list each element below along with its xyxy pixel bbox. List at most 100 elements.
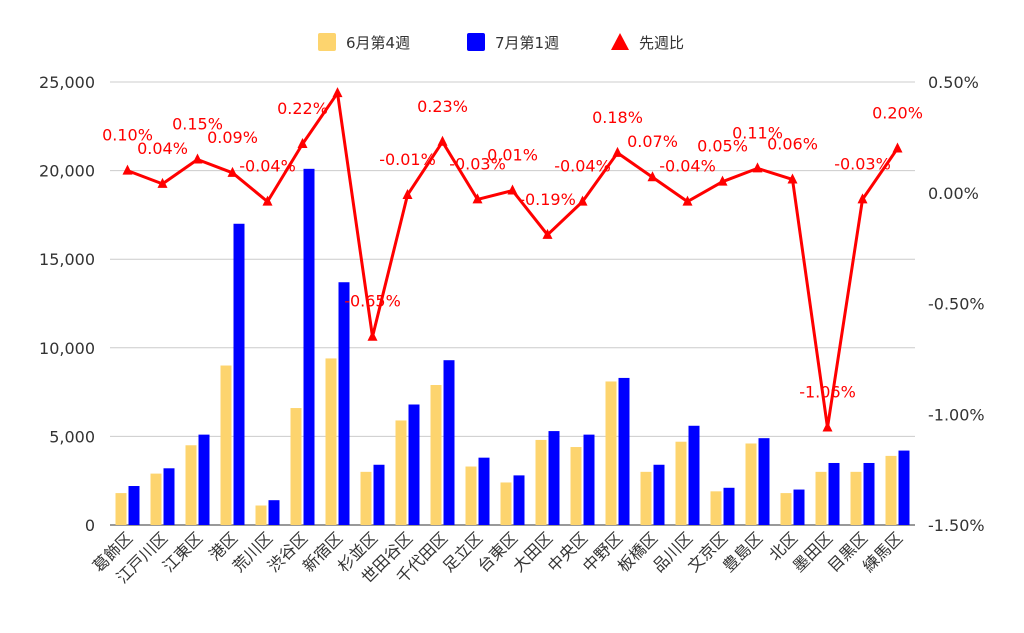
bar-7w1 xyxy=(863,462,875,525)
ratio-point xyxy=(472,193,483,204)
bar-6w4 xyxy=(570,447,582,525)
ratio-data-label: -0.04% xyxy=(554,157,611,176)
bar-6w4 xyxy=(465,466,477,525)
ratio-point xyxy=(192,153,203,164)
bar-6w4 xyxy=(745,443,757,525)
ratio-data-label: -0.01% xyxy=(379,150,436,169)
legend-label: 6月第4週 xyxy=(346,34,410,52)
y-left-tick-label: 10,000 xyxy=(39,339,95,358)
bar-7w1 xyxy=(688,425,700,525)
y-left-tick-label: 5,000 xyxy=(49,427,95,446)
ratio-point xyxy=(857,193,868,204)
ratio-point xyxy=(682,195,693,206)
ratio-point xyxy=(612,146,623,157)
bar-7w1 xyxy=(303,168,315,525)
bars xyxy=(115,168,910,525)
bar-7w1 xyxy=(408,404,420,525)
legend-item: 6月第4週 xyxy=(318,33,410,52)
ratio-point xyxy=(402,188,413,199)
bar-7w1 xyxy=(758,438,770,525)
ratio-data-label: 0.23% xyxy=(417,97,468,116)
bar-7w1 xyxy=(128,486,140,525)
y-right-tick-label: -1.00% xyxy=(928,405,985,424)
legend-swatch xyxy=(611,33,629,50)
ratio-data-label: 0.09% xyxy=(207,128,258,147)
bar-6w4 xyxy=(535,439,547,525)
bar-7w1 xyxy=(338,282,350,525)
ratio-data-label: -0.04% xyxy=(659,157,716,176)
ratio-data-label: -1.06% xyxy=(799,383,856,402)
data-labels: 0.10%0.04% 0.15%0.09% -0.04% 0.22% -0.65% -0.… xyxy=(102,97,923,402)
ratio-data-label: 0.20% xyxy=(872,103,923,122)
bar-7w1 xyxy=(268,500,280,525)
y-right-tick-label: 0.50% xyxy=(928,73,979,92)
bar-6w4 xyxy=(885,455,897,525)
ratio-data-label: -0.03% xyxy=(834,154,891,173)
bar-6w4 xyxy=(395,420,407,525)
bar-7w1 xyxy=(583,434,595,525)
bar-7w1 xyxy=(478,457,490,525)
ratio-data-label: 0.04% xyxy=(137,139,188,158)
bar-6w4 xyxy=(220,365,232,525)
bar-7w1 xyxy=(233,223,245,525)
bar-7w1 xyxy=(373,464,385,525)
bar-7w1 xyxy=(513,475,525,525)
bar-6w4 xyxy=(780,493,792,525)
ratio-data-label: 0.05% xyxy=(697,137,748,156)
bar-6w4 xyxy=(255,505,267,525)
bar-7w1 xyxy=(898,450,910,525)
ratio-point xyxy=(367,330,378,341)
bar-6w4 xyxy=(640,471,652,525)
ratio-data-label: 0.06% xyxy=(767,134,818,153)
legend-swatch xyxy=(318,33,336,51)
ratio-point xyxy=(892,142,903,153)
x-category-label: 練馬区 xyxy=(859,528,906,575)
bar-6w4 xyxy=(360,471,372,525)
ratio-point xyxy=(647,171,658,182)
y-left-tick-label: 25,000 xyxy=(39,73,95,92)
ratio-point xyxy=(507,184,518,195)
bar-6w4 xyxy=(290,408,302,525)
y-left-tick-label: 20,000 xyxy=(39,162,95,181)
bar-7w1 xyxy=(653,464,665,525)
bar-7w1 xyxy=(793,489,805,525)
bar-6w4 xyxy=(115,493,127,525)
bar-7w1 xyxy=(163,468,175,525)
bar-6w4 xyxy=(185,445,197,525)
ratio-point xyxy=(437,135,448,146)
ratio-point xyxy=(297,138,308,149)
ratio-data-label: 0.11% xyxy=(732,123,783,142)
legend-label: 先週比 xyxy=(639,34,684,52)
ratio-data-label: 0.07% xyxy=(627,132,678,151)
bar-7w1 xyxy=(723,487,735,525)
ratio-data-label: 0.18% xyxy=(592,108,643,127)
legend-label: 7月第1週 xyxy=(495,34,559,52)
ratio-data-label: -0.19% xyxy=(519,190,576,209)
ratio-point xyxy=(822,421,833,432)
legend-item: 7月第1週 xyxy=(467,33,559,52)
y-left-tick-label: 15,000 xyxy=(39,250,95,269)
legend-item: 先週比 xyxy=(611,33,684,52)
ratio-point xyxy=(752,162,763,173)
ratio-point xyxy=(122,164,133,175)
bar-6w4 xyxy=(150,473,162,525)
y-right-tick-label: -1.50% xyxy=(928,516,985,535)
bar-6w4 xyxy=(850,471,862,525)
bar-6w4 xyxy=(325,358,337,525)
bar-7w1 xyxy=(548,431,560,525)
bar-7w1 xyxy=(618,377,630,525)
ratio-point xyxy=(787,173,798,184)
ratio-point xyxy=(157,177,168,188)
ratio-point xyxy=(262,195,273,206)
ratio-data-label: 0.22% xyxy=(277,99,328,118)
ratio-point xyxy=(717,175,728,186)
ratio-point xyxy=(227,166,238,177)
ratio-point xyxy=(332,87,343,98)
ratio-data-label: -0.65% xyxy=(344,292,401,311)
bar-6w4 xyxy=(430,385,442,525)
ratio-point xyxy=(542,228,553,239)
ratio-line xyxy=(122,87,903,432)
x-category-label: 豊島区 xyxy=(719,528,766,575)
